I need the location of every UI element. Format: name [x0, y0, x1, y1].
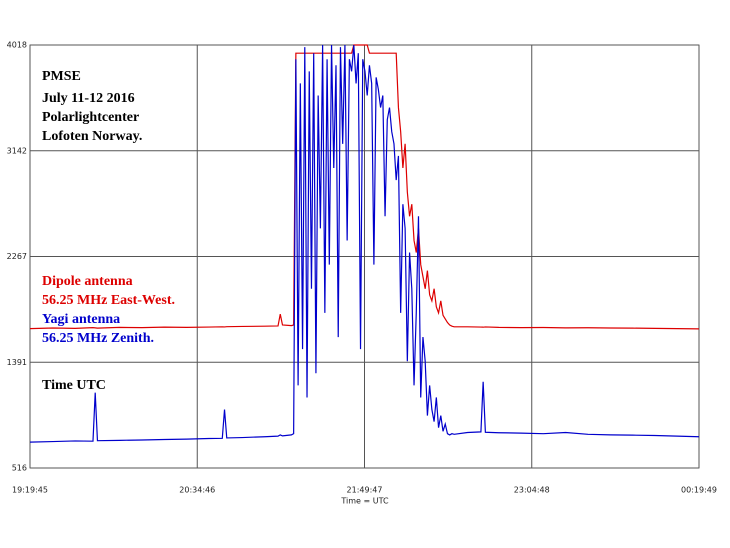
y-tick-label: 4018 — [7, 41, 27, 50]
data-line — [29, 44, 700, 330]
annotation: Lofoten Norway. — [42, 129, 142, 144]
annotation: Polarlightcenter — [42, 110, 139, 125]
y-tick-label: 1391 — [7, 358, 27, 367]
annotation: Time UTC — [42, 378, 106, 393]
x-axis-title: Time = UTC — [340, 497, 389, 506]
x-tick-label: 19:19:45 — [12, 486, 48, 495]
x-tick-label: 23:04:48 — [514, 486, 550, 495]
legend-label: Dipole antenna — [42, 274, 133, 289]
annotation: July 11-12 2016 — [42, 91, 135, 106]
x-tick-label: 21:49:47 — [347, 486, 383, 495]
legend-label: Yagi antenna — [42, 312, 120, 327]
chart-title: PMSE — [42, 69, 81, 84]
y-tick-label: 516 — [12, 464, 27, 473]
legend-description: 56.25 MHz Zenith. — [42, 331, 154, 346]
y-tick-label: 3142 — [7, 146, 27, 155]
y-tick-label: 2267 — [7, 252, 27, 261]
data-line — [29, 44, 700, 443]
legend-description: 56.25 MHz East-West. — [42, 293, 175, 308]
x-tick-label: 20:34:46 — [179, 486, 215, 495]
x-tick-label: 00:19:49 — [681, 486, 717, 495]
